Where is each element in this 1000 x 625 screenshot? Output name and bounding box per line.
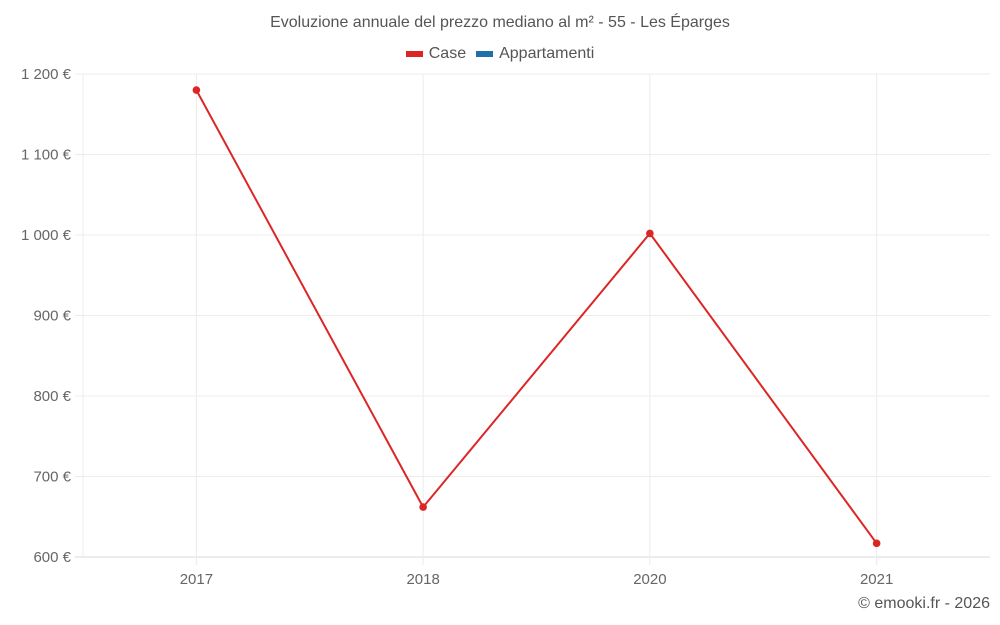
y-tick-label: 900 € bbox=[33, 308, 71, 325]
legend-swatch-appartamenti bbox=[476, 51, 494, 57]
data-point[interactable] bbox=[419, 503, 427, 511]
data-point[interactable] bbox=[192, 86, 201, 94]
y-tick-label: 1 100 € bbox=[21, 147, 72, 164]
series-line bbox=[195, 89, 878, 544]
x-tick-label: 2021 bbox=[860, 571, 893, 588]
y-tick-label: 1 000 € bbox=[21, 227, 72, 244]
data-point[interactable] bbox=[646, 229, 654, 238]
legend-label-appartamenti: Appartamenti bbox=[499, 45, 595, 62]
x-tick-label: 2018 bbox=[406, 571, 439, 588]
x-tick-label: 2017 bbox=[180, 571, 213, 588]
legend-item-appartamenti[interactable]: Appartamenti bbox=[476, 45, 594, 63]
y-axis: 600 € 700 € 800 € 900 € 1 000 € 1 100 € 1 200 … bbox=[21, 66, 72, 566]
legend-label-case: Case bbox=[428, 45, 467, 62]
chart-title: Evoluzione annuale del prezzo mediano al… bbox=[270, 14, 730, 31]
legend-item-case[interactable]: Case bbox=[405, 45, 467, 63]
y-tick-label: 700 € bbox=[33, 469, 71, 486]
x-axis: 2017 2018 2020 2021 bbox=[180, 571, 894, 588]
y-tick-label: 800 € bbox=[33, 388, 71, 405]
y-tick-label: 600 € bbox=[33, 549, 71, 566]
data-point[interactable] bbox=[872, 539, 881, 548]
copyright-credit: © emooki.fr - 2026 bbox=[858, 595, 990, 612]
legend-swatch-case bbox=[405, 51, 423, 57]
legend: Case Appartamenti bbox=[0, 45, 1000, 63]
y-tick-label: 1 200 € bbox=[21, 66, 72, 83]
x-tick-label: 2020 bbox=[633, 571, 666, 588]
gridlines bbox=[75, 73, 990, 565]
series-case bbox=[192, 86, 881, 548]
